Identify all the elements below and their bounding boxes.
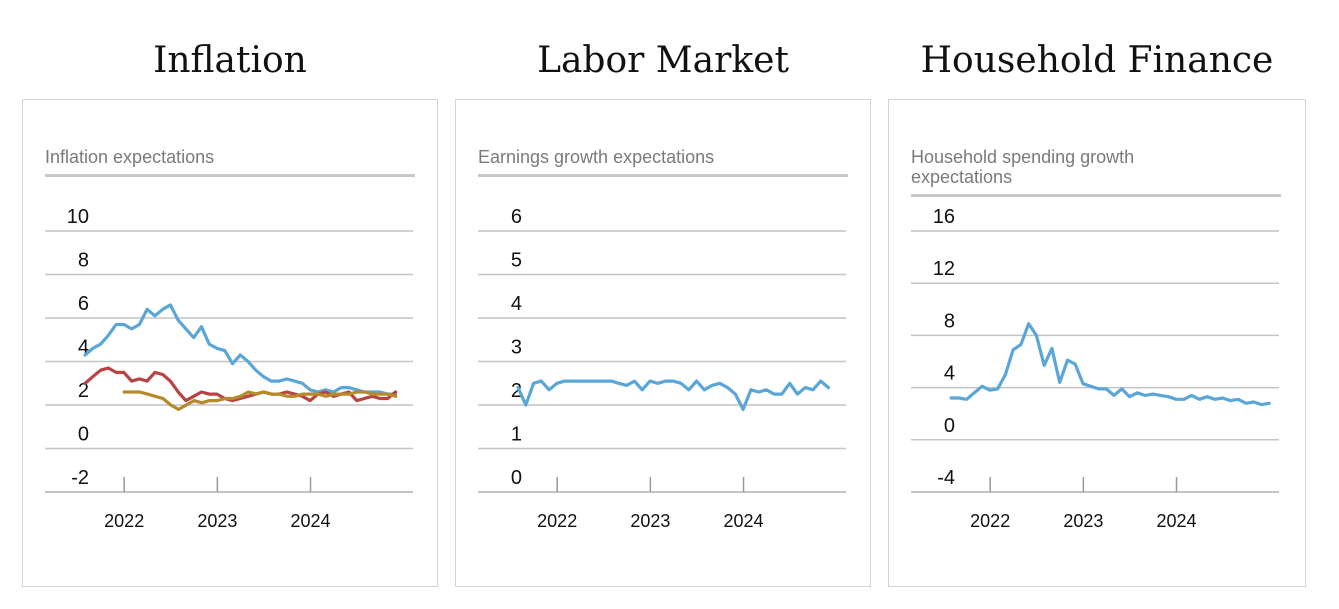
x-tick-label: 2023 [197, 511, 237, 531]
x-tick-label: 2024 [723, 511, 763, 531]
y-tick-label: 1 [511, 424, 522, 446]
earnings-chart: 6 5 4 3 2 1 0 2022 2023 2024 [478, 206, 846, 531]
x-tick-label: 2024 [290, 511, 330, 531]
series-line-1 [949, 322, 1271, 407]
x-tick-label: 2022 [537, 511, 577, 531]
section-title-household-finance: Household Finance [920, 40, 1274, 81]
x-tick-label: 2022 [104, 511, 144, 531]
y-tick-label: 0 [78, 424, 89, 446]
y-tick-label: 3 [511, 337, 522, 359]
y-tick-label: 2 [511, 380, 522, 402]
y-tick-label: 12 [933, 258, 955, 280]
y-tick-label: 10 [67, 206, 89, 228]
subtitle-rule [911, 194, 1281, 197]
y-tick-label: 8 [944, 310, 955, 332]
y-tick-label: -2 [71, 467, 89, 489]
chart-subtitle: Earnings growth expectations [478, 147, 715, 167]
y-tick-label: 8 [78, 250, 89, 272]
section-title-labor-market: Labor Market [537, 40, 789, 81]
y-tick-label: 6 [78, 293, 89, 315]
subtitle-rule [45, 174, 415, 177]
y-tick-label: -4 [937, 467, 955, 489]
subtitle-rule [478, 174, 848, 177]
x-tick-label: 2023 [630, 511, 670, 531]
y-tick-label: 4 [78, 337, 89, 359]
y-tick-label: 6 [511, 206, 522, 228]
y-tick-label: 16 [933, 206, 955, 228]
inflation-chart: 10 8 6 4 2 0 -2 2022 2023 2024 [45, 206, 413, 531]
x-tick-label: 2024 [1156, 511, 1196, 531]
series-line-1 [516, 379, 831, 411]
y-tick-label: 2 [78, 380, 89, 402]
chart-subtitle: Household spending growth expectations [911, 147, 1135, 187]
y-tick-label: 0 [511, 467, 522, 489]
household-finance-panel[interactable]: Household spending growth expectations 1… [888, 99, 1306, 587]
y-tick-label: 4 [944, 363, 955, 385]
y-tick-label: 0 [944, 415, 955, 437]
series-line-3 [122, 390, 398, 411]
y-tick-label: 5 [511, 250, 522, 272]
series-line-1 [83, 303, 398, 396]
x-tick-label: 2022 [970, 511, 1010, 531]
spending-chart: 16 12 8 4 0 -4 2022 2023 2024 [911, 206, 1279, 531]
x-tick-label: 2023 [1063, 511, 1103, 531]
labor-market-panel[interactable]: Earnings growth expectations 6 5 4 3 2 1 0 2022… [455, 99, 871, 587]
section-title-inflation: Inflation [153, 40, 307, 81]
chart-subtitle: Inflation expectations [45, 147, 215, 167]
inflation-panel[interactable]: Inflation expectations 10 8 6 4 2 0 -2 2022 2023… [22, 99, 438, 587]
y-tick-label: 4 [511, 293, 522, 315]
